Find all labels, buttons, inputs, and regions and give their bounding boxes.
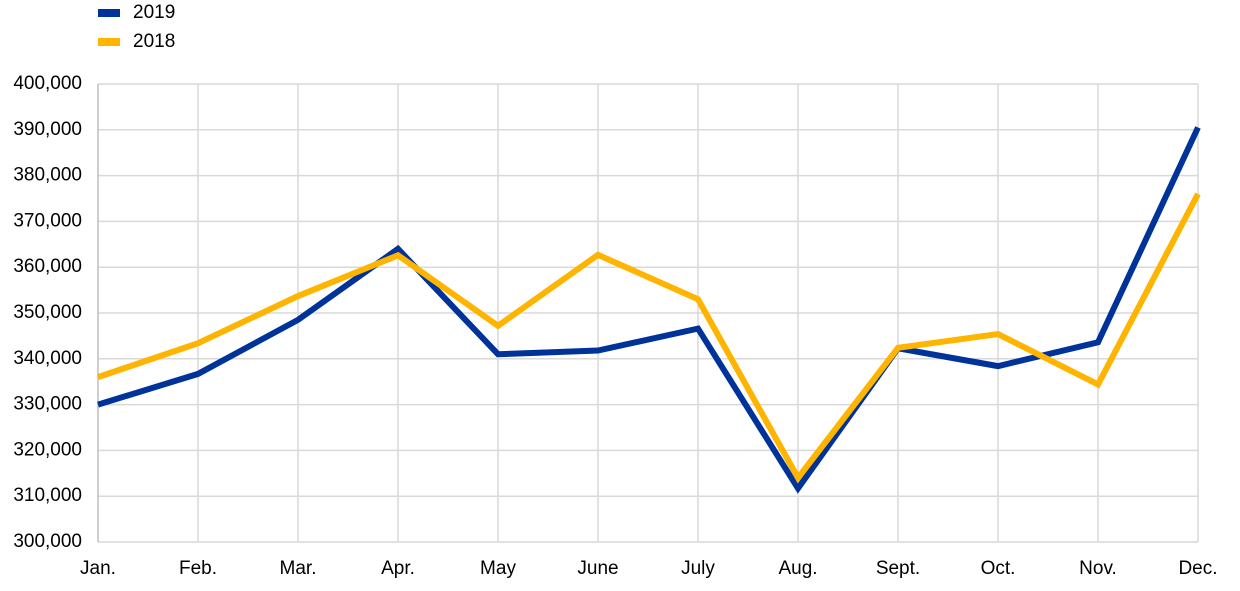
legend: 2019 2018 bbox=[98, 2, 175, 52]
y-tick-label: 380,000 bbox=[13, 165, 82, 186]
x-tick-label: Oct. bbox=[981, 558, 1016, 579]
y-axis-ticks: 300,000 310,000 320,000 330,000 340,000 350,0… bbox=[13, 73, 82, 552]
x-tick-label: Dec. bbox=[1178, 558, 1217, 579]
y-tick-label: 310,000 bbox=[13, 485, 82, 506]
x-axis-ticks: Jan. Feb. Mar. Apr. May June July Aug. Sept. Oct.… bbox=[80, 558, 1218, 579]
legend-label-2018: 2018 bbox=[133, 31, 175, 52]
x-tick-label: June bbox=[577, 558, 618, 579]
legend-swatch-2018 bbox=[98, 38, 120, 46]
y-tick-label: 330,000 bbox=[13, 394, 82, 415]
y-tick-label: 370,000 bbox=[13, 210, 82, 231]
x-tick-label: Nov. bbox=[1079, 558, 1117, 579]
legend-label-2019: 2019 bbox=[133, 2, 175, 23]
x-tick-label: July bbox=[681, 558, 715, 579]
legend-swatch-2019 bbox=[98, 9, 120, 17]
y-tick-label: 320,000 bbox=[13, 439, 82, 460]
x-tick-label: Sept. bbox=[876, 558, 920, 579]
x-tick-label: May bbox=[480, 558, 516, 579]
y-tick-label: 400,000 bbox=[13, 73, 82, 94]
gridlines bbox=[97, 83, 1199, 543]
x-tick-label: Aug. bbox=[778, 558, 817, 579]
y-tick-label: 390,000 bbox=[13, 119, 82, 140]
y-tick-label: 360,000 bbox=[13, 256, 82, 277]
y-tick-label: 340,000 bbox=[13, 348, 82, 369]
x-tick-label: Mar. bbox=[280, 558, 317, 579]
x-tick-label: Apr. bbox=[381, 558, 415, 579]
y-tick-label: 300,000 bbox=[13, 531, 82, 552]
series-lines bbox=[97, 126, 1201, 494]
y-tick-label: 350,000 bbox=[13, 302, 82, 323]
x-tick-label: Jan. bbox=[80, 558, 116, 579]
x-tick-label: Feb. bbox=[179, 558, 217, 579]
series-line-2018 bbox=[97, 192, 1201, 484]
series-line-2019 bbox=[97, 126, 1201, 494]
